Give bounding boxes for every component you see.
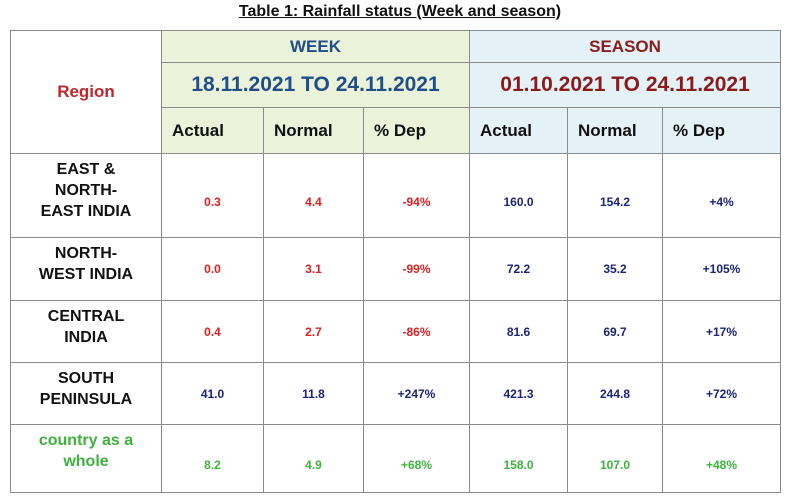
week-header: WEEK xyxy=(160,30,471,63)
season-dep-cell: +105% xyxy=(662,237,782,301)
week-normal-cell: 11.8 xyxy=(263,362,364,425)
week-normal-cell: 3.1 xyxy=(263,237,364,301)
region-cell: EAST & NORTH- EAST INDIA xyxy=(10,153,162,238)
season-normal-cell: 107.0 xyxy=(567,424,664,493)
week-dep-cell: -94% xyxy=(362,153,471,238)
season-actual-cell: 81.6 xyxy=(469,300,569,363)
table-caption: Table 1: Rainfall status (Week and seaso… xyxy=(238,3,562,20)
week-normal-cell: 4.9 xyxy=(263,424,364,493)
week-actual-cell: 41.0 xyxy=(161,362,264,425)
season-normal-cell: 244.8 xyxy=(567,362,664,425)
week-actual-cell: 8.2 xyxy=(161,424,264,493)
season-actual-cell: 158.0 xyxy=(469,424,569,493)
col-week-dep: % Dep xyxy=(362,107,471,154)
season-actual-cell: 72.2 xyxy=(469,237,569,301)
col-season-actual: Actual xyxy=(469,107,569,154)
season-dep-cell: +72% xyxy=(662,362,782,425)
col-season-dep: % Dep xyxy=(662,107,782,154)
season-dep-cell: +48% xyxy=(662,424,782,493)
week-actual-cell: 0.3 xyxy=(161,153,264,238)
season-header: SEASON xyxy=(469,30,782,63)
region-cell: CENTRAL INDIA xyxy=(10,300,162,363)
season-dep-cell: +17% xyxy=(662,300,782,363)
season-normal-cell: 154.2 xyxy=(567,153,664,238)
season-actual-cell: 160.0 xyxy=(469,153,569,238)
table-row: CENTRAL INDIA 0.4 2.7 -86% 81.6 69.7 +17… xyxy=(10,300,782,363)
season-period: 01.10.2021 TO 24.11.2021 xyxy=(469,62,782,108)
week-normal-cell: 4.4 xyxy=(263,153,364,238)
col-week-normal: Normal xyxy=(263,107,364,154)
table-row: NORTH- WEST INDIA 0.0 3.1 -99% 72.2 35.2… xyxy=(10,237,782,301)
week-dep-cell: -86% xyxy=(362,300,471,363)
region-cell: country as a whole xyxy=(10,424,162,493)
week-actual-cell: 0.4 xyxy=(161,300,264,363)
week-actual-cell: 0.0 xyxy=(161,237,264,301)
week-dep-cell: -99% xyxy=(362,237,471,301)
season-dep-cell: +4% xyxy=(662,153,782,238)
region-cell: SOUTH PENINSULA xyxy=(10,362,162,425)
table-row: country as a whole 8.2 4.9 +68% 158.0 10… xyxy=(10,424,782,493)
region-header: Region xyxy=(10,30,162,154)
region-cell: NORTH- WEST INDIA xyxy=(10,237,162,301)
week-period: 18.11.2021 TO 24.11.2021 xyxy=(160,62,471,108)
col-season-normal: Normal xyxy=(567,107,664,154)
week-normal-cell: 2.7 xyxy=(263,300,364,363)
table-row: EAST & NORTH- EAST INDIA 0.3 4.4 -94% 16… xyxy=(10,153,782,238)
rainfall-table: Region WEEK SEASON 18.11.2021 TO 24.11.2… xyxy=(10,30,782,493)
week-dep-cell: +68% xyxy=(362,424,471,493)
week-dep-cell: +247% xyxy=(362,362,471,425)
season-normal-cell: 69.7 xyxy=(567,300,664,363)
table-row: SOUTH PENINSULA 41.0 11.8 +247% 421.3 24… xyxy=(10,362,782,425)
season-actual-cell: 421.3 xyxy=(469,362,569,425)
col-week-actual: Actual xyxy=(161,107,264,154)
season-normal-cell: 35.2 xyxy=(567,237,664,301)
